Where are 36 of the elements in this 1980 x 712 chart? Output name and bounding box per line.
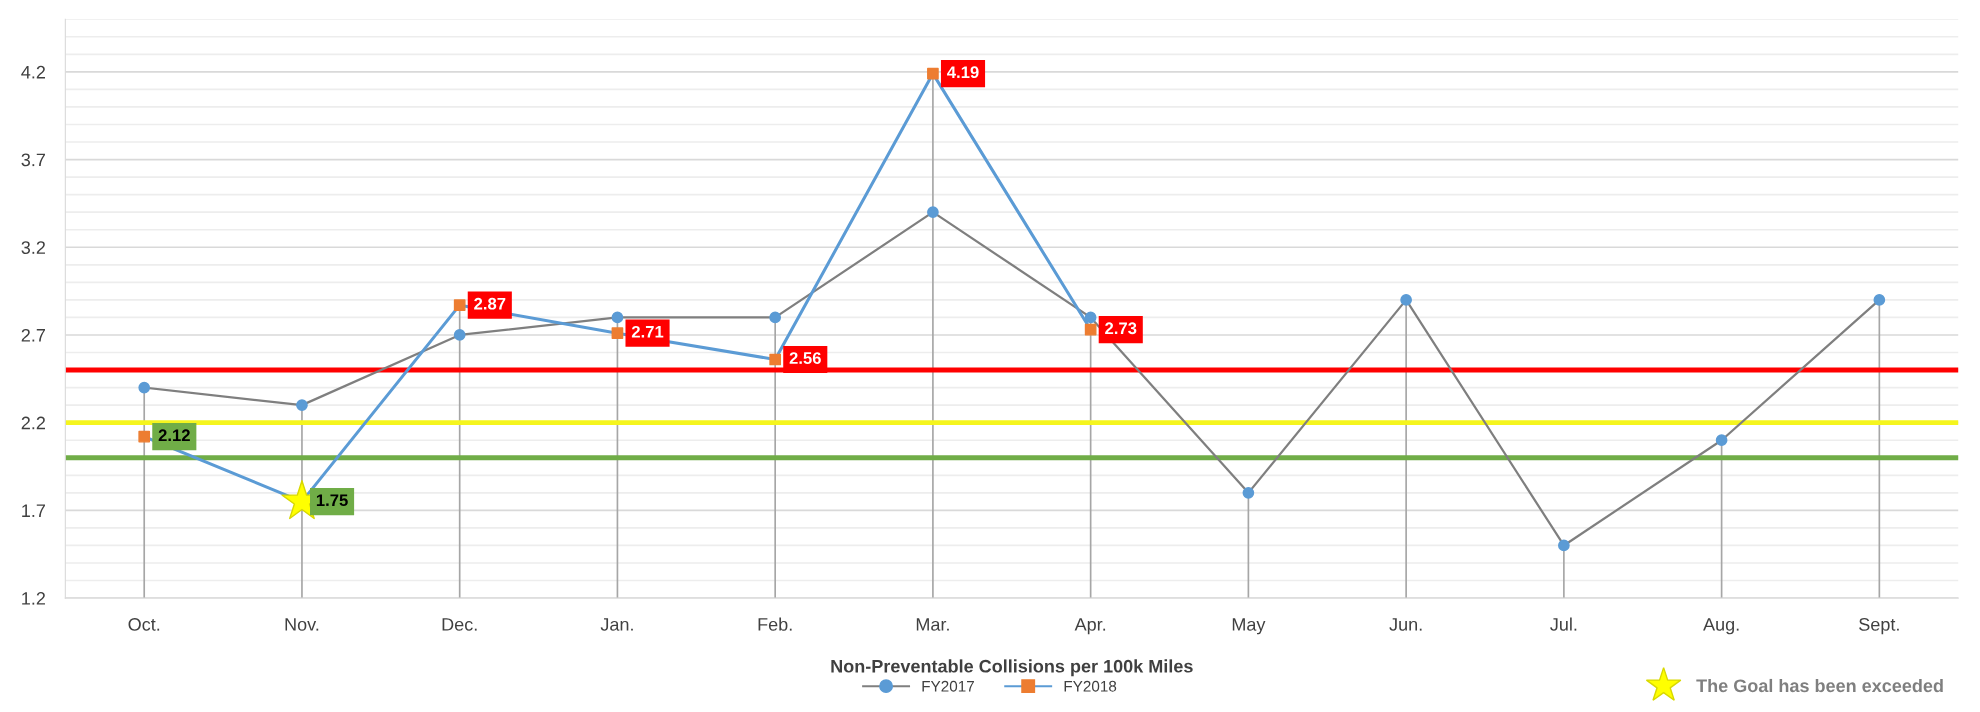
data-label: 2.73 <box>1105 322 1137 335</box>
x-tick-label: Apr. <box>1074 618 1106 635</box>
data-label: 2.12 <box>158 429 190 442</box>
y-tick-label: 2.2 <box>21 416 45 430</box>
y-tick-label: 1.7 <box>22 504 45 517</box>
x-tick-label: Jun. <box>1389 618 1422 631</box>
data-label: 2.56 <box>789 352 821 364</box>
point <box>927 67 939 80</box>
point <box>611 327 624 340</box>
x-tick-label: Mar. <box>916 618 949 631</box>
data-label: 1.75 <box>316 494 348 507</box>
x-tick-label: Nov. <box>285 618 319 631</box>
point <box>138 430 151 443</box>
point <box>769 353 782 366</box>
y-tick-label: 2.7 <box>21 328 45 342</box>
x-axis-title: Non-Preventable Collisions per 100k Miles <box>831 659 1193 677</box>
point <box>1084 323 1097 336</box>
y-tick-label: 3.7 <box>21 153 45 167</box>
x-tick-label: Feb. <box>758 617 792 631</box>
y-tick-label: 4.2 <box>21 65 45 79</box>
y-tick-label: 3.2 <box>21 241 45 254</box>
legend-label: The Goal has been exceeded <box>1696 678 1943 693</box>
x-tick-label: Aug. <box>1703 618 1739 635</box>
point <box>453 299 466 311</box>
x-tick-label: Jul. <box>1550 617 1577 631</box>
data-label: 2.71 <box>631 325 664 338</box>
x-tick-label: May <box>1232 618 1266 635</box>
x-tick-label: Oct. <box>128 618 160 631</box>
legend-label: FY2017 <box>922 680 974 692</box>
x-tick-label: Dec. <box>442 618 477 631</box>
data-label: 2.87 <box>474 297 506 310</box>
y-tick-label: 1.2 <box>22 592 45 605</box>
legend-label: FY2018 <box>1064 680 1117 692</box>
x-tick-label: Sept. <box>1859 618 1899 635</box>
data-label: 4.19 <box>947 66 979 79</box>
x-tick-label: Jan. <box>600 618 633 631</box>
